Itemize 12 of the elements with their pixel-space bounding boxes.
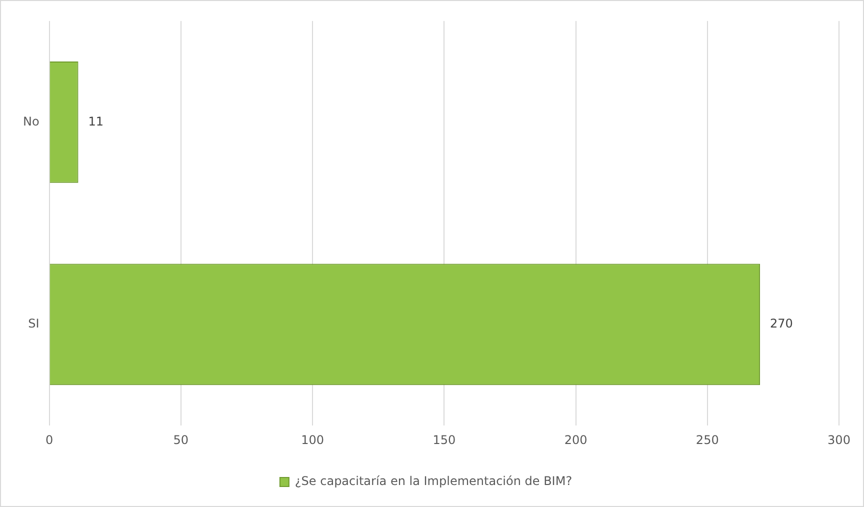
y-tick-label: SI bbox=[28, 316, 40, 331]
data-label: 11 bbox=[88, 114, 104, 128]
x-tick-label: 300 bbox=[828, 432, 850, 447]
legend-label: ¿Se capacitaría en la Implementación de BIM? bbox=[294, 474, 572, 488]
data-label: 270 bbox=[770, 316, 793, 331]
x-tick-label: 50 bbox=[173, 432, 189, 447]
x-tick-label: 100 bbox=[301, 432, 324, 447]
x-tick-label: 150 bbox=[432, 432, 456, 447]
x-tick-label: 0 bbox=[46, 432, 54, 447]
y-tick-label: No bbox=[22, 114, 40, 128]
x-tick-label: 200 bbox=[564, 432, 588, 447]
x-tick-label: 250 bbox=[696, 432, 719, 447]
